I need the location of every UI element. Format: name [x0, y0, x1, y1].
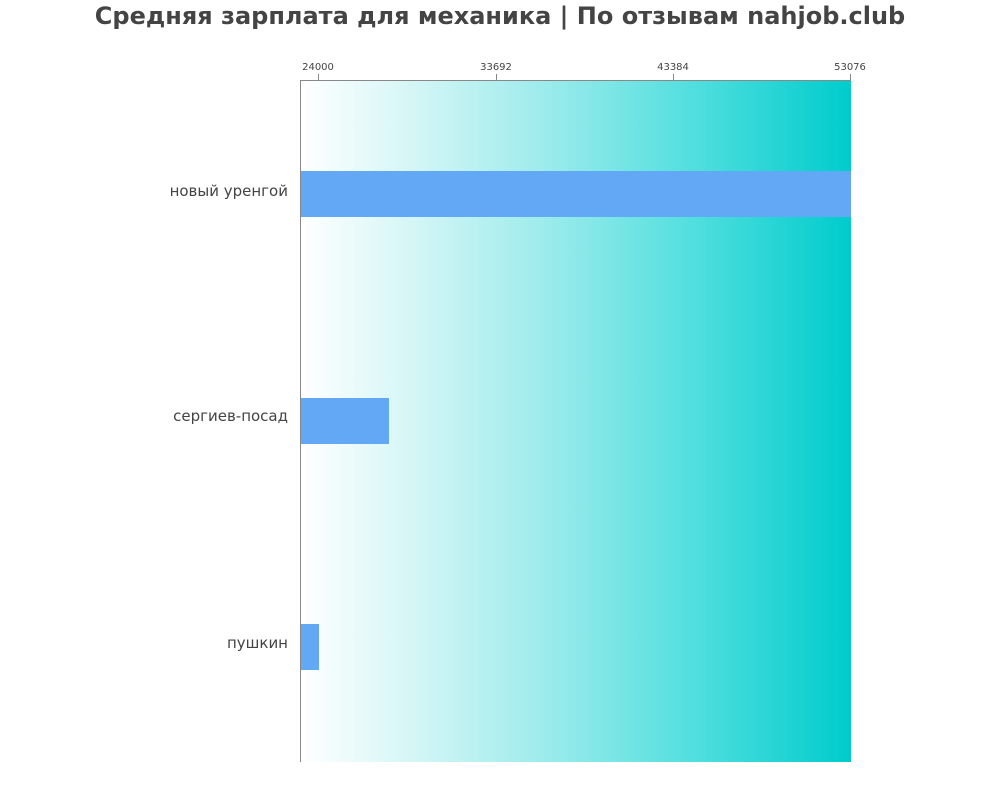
bar-novy-urengoy — [301, 171, 851, 217]
category-label: сергиев-посад — [173, 407, 288, 425]
x-tick-label: 53076 — [834, 62, 866, 73]
category-label: пушкин — [226, 634, 288, 652]
x-tick — [673, 74, 674, 80]
category-label: новый уренгой — [169, 182, 288, 200]
chart-title: Средняя зарплата для механика | По отзыв… — [94, 2, 906, 30]
x-tick — [318, 74, 319, 80]
x-tick — [496, 74, 497, 80]
x-tick-label: 43384 — [657, 62, 689, 73]
x-tick-label: 24000 — [302, 62, 334, 73]
x-tick — [850, 74, 851, 80]
bar-pushkin — [301, 624, 319, 670]
bar-sergiev-posad — [301, 398, 389, 444]
x-tick-label: 33692 — [480, 62, 512, 73]
